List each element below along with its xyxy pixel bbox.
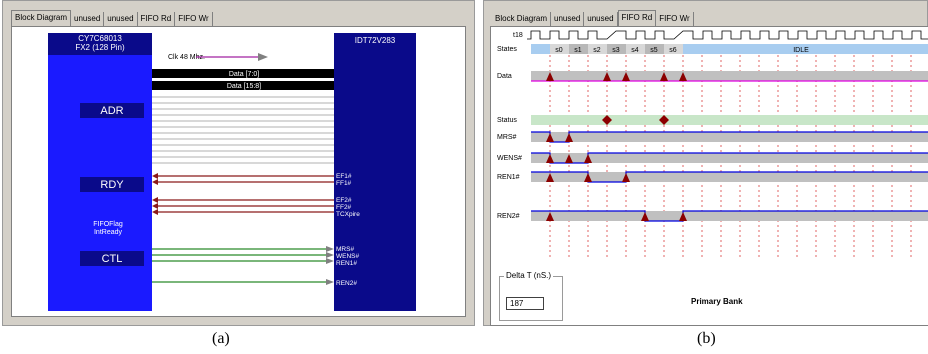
signal-label-ren1: REN1# [497, 174, 520, 181]
signal-label-wens: WENS# [497, 155, 522, 162]
int-ready-label: IntReady [94, 229, 123, 236]
signal-ff1: FF1# [336, 180, 352, 187]
primary-bank-label: Primary Bank [691, 297, 743, 306]
data-bus-low-label: Data [7:0] [229, 71, 259, 78]
data-markers [546, 72, 687, 81]
signal-ren2: REN2# [336, 280, 357, 287]
address-lines [152, 96, 334, 164]
ctl-block [80, 251, 144, 266]
block-diagram-window: Block Diagram unused unused FIFO Rd FIFO… [2, 0, 475, 326]
delta-t-input[interactable]: 187 [506, 297, 544, 310]
tab-fifo-rd[interactable]: FIFO Rd [138, 12, 176, 26]
state-s3: s3 [612, 47, 620, 54]
rdy-label: RDY [100, 179, 124, 191]
data-bus-low [152, 69, 334, 78]
clock-waveform [527, 30, 928, 40]
state-s2: s2 [593, 47, 601, 54]
delta-t-legend: Delta T (nS.) [504, 271, 554, 280]
tab-unused-1[interactable]: unused [71, 12, 105, 26]
tab-unused-1[interactable]: unused [551, 12, 585, 26]
timing-diagram-window: Block Diagram unused unused FIFO Rd FIFO… [483, 0, 928, 326]
fifo-chip [334, 33, 416, 311]
delta-t-group: Delta T (nS.) 187 [499, 271, 563, 321]
signal-label-data: Data [497, 73, 512, 80]
rdy-block [80, 177, 144, 192]
tab-fifo-wr[interactable]: FIFO Wr [175, 12, 213, 26]
data-bus-high [152, 81, 334, 90]
adr-label: ADR [100, 105, 123, 117]
signal-mrs: MRS# [336, 246, 354, 253]
adr-block [80, 103, 144, 118]
timing-diagram-canvas: t18 States s0 s1 s2 s3 s4 s5 s6 IDLE [490, 26, 928, 326]
state-cell-s3 [607, 44, 626, 54]
status-trace [531, 115, 928, 125]
fx2-header [48, 33, 152, 55]
wens-trace [531, 153, 928, 163]
ctl-label: CTL [102, 253, 123, 265]
state-s6: s6 [669, 47, 677, 54]
rdy-lines [158, 175, 334, 213]
mrs-trace [531, 132, 928, 142]
signal-label-ren2: REN2# [497, 213, 520, 220]
status-markers [602, 115, 669, 125]
tab-block-diagram[interactable]: Block Diagram [492, 12, 552, 26]
caption-a: (a) [212, 330, 230, 347]
mrs-markers [546, 133, 573, 142]
clock-label: t18 [513, 32, 523, 39]
block-diagram-canvas: CY7C68013 FX2 (128 Pin) IDT72V283 Clk 48… [11, 26, 466, 317]
idle-label: IDLE [793, 47, 809, 54]
states-bar [531, 44, 928, 54]
state-cell-s4 [626, 44, 645, 54]
state-cell-s6 [664, 44, 683, 54]
ctl-lines [152, 248, 326, 283]
timing-diagram-svg: t18 States s0 s1 s2 s3 s4 s5 s6 IDLE [497, 30, 928, 257]
ren1-markers [546, 173, 630, 182]
mrs-line [531, 131, 928, 143]
state-s1: s1 [574, 47, 582, 54]
signal-label-mrs: MRS# [497, 134, 517, 141]
caption-b: (b) [697, 330, 716, 347]
signal-ff2: FF2# [336, 204, 352, 211]
ren2-trace [531, 211, 928, 221]
state-cell-s0 [550, 44, 569, 54]
ren1-line [531, 171, 928, 183]
ctl-arrowheads [326, 246, 334, 285]
states-label: States [497, 46, 517, 53]
rdy-arrowheads [152, 173, 158, 215]
signal-ren1: REN1# [336, 260, 357, 267]
wens-markers [546, 154, 592, 163]
signal-ef1: EF1# [336, 173, 352, 180]
state-s0: s0 [555, 47, 563, 54]
signal-ef2: EF2# [336, 197, 352, 204]
signal-tcxpire: TCXpire [336, 211, 360, 218]
clock-label: Clk 48 Mhz. [168, 54, 205, 61]
state-s5: s5 [650, 47, 658, 54]
tab-unused-2[interactable]: unused [584, 12, 618, 26]
fifo-flag-label: FIFOFlag [93, 221, 123, 228]
data-trace [531, 71, 928, 81]
data-bus-high-label: Data [15:8] [227, 83, 261, 90]
ren1-trace [531, 172, 928, 182]
state-cell-s5 [645, 44, 664, 54]
fx2-chip [48, 33, 152, 311]
ren2-markers [546, 212, 687, 221]
state-cell-s2 [588, 44, 607, 54]
ren2-line [531, 210, 928, 222]
fx2-package: FX2 (128 Pin) [75, 43, 125, 52]
signal-label-status: Status [497, 117, 517, 124]
fx2-name: CY7C68013 [78, 34, 122, 43]
block-diagram-svg: CY7C68013 FX2 (128 Pin) IDT72V283 Clk 48… [48, 33, 416, 311]
tab-fifo-rd[interactable]: FIFO Rd [617, 10, 657, 26]
tab-fifo-wr[interactable]: FIFO Wr [656, 12, 694, 26]
tab-bar: Block Diagram unused unused FIFO Rd FIFO… [11, 10, 213, 26]
clock-arrowhead [258, 53, 268, 61]
state-cell-s1 [569, 44, 588, 54]
signal-wens: WENS# [336, 253, 360, 260]
state-s4: s4 [631, 47, 639, 54]
tab-bar: Block Diagram unused unused FIFO Rd FIFO… [492, 10, 694, 26]
fifo-chip-name: IDT72V283 [355, 36, 396, 45]
tab-block-diagram[interactable]: Block Diagram [11, 10, 72, 26]
tab-unused-2[interactable]: unused [104, 12, 138, 26]
